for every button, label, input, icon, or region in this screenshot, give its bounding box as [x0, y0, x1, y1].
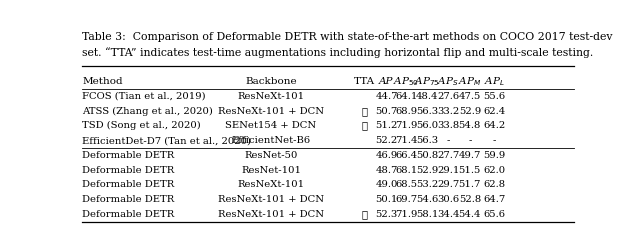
- Text: 29.1: 29.1: [437, 166, 460, 175]
- Text: Deformable DETR: Deformable DETR: [83, 166, 175, 175]
- Text: 64.1: 64.1: [395, 92, 417, 101]
- Text: 33.8: 33.8: [437, 121, 459, 130]
- Text: set. “TTA” indicates test-time augmentations including horizontal flip and multi: set. “TTA” indicates test-time augmentat…: [83, 47, 594, 58]
- Text: 33.2: 33.2: [437, 107, 459, 116]
- Text: 56.3: 56.3: [416, 107, 438, 116]
- Text: 71.9: 71.9: [395, 210, 417, 219]
- Text: EfficientDet-D7 (Tan et al., 2020): EfficientDet-D7 (Tan et al., 2020): [83, 136, 252, 145]
- Text: AP$_L$: AP$_L$: [484, 75, 505, 88]
- Text: ResNeXt-101 + DCN: ResNeXt-101 + DCN: [218, 107, 324, 116]
- Text: -: -: [492, 136, 496, 145]
- Text: 50.8: 50.8: [416, 151, 438, 160]
- Text: -: -: [446, 136, 450, 145]
- Text: 49.7: 49.7: [459, 151, 481, 160]
- Text: 52.8: 52.8: [459, 195, 481, 204]
- Text: ResNeXt-101 + DCN: ResNeXt-101 + DCN: [218, 195, 324, 204]
- Text: 62.4: 62.4: [483, 107, 506, 116]
- Text: 27.7: 27.7: [437, 151, 459, 160]
- Text: 68.5: 68.5: [396, 180, 417, 189]
- Text: 62.0: 62.0: [483, 166, 505, 175]
- Text: 69.7: 69.7: [396, 195, 417, 204]
- Text: 52.9: 52.9: [416, 166, 438, 175]
- Text: 71.4: 71.4: [395, 136, 418, 145]
- Text: AP$_M$: AP$_M$: [458, 75, 481, 88]
- Text: ✓: ✓: [361, 210, 367, 219]
- Text: ResNet-50: ResNet-50: [244, 151, 298, 160]
- Text: 71.9: 71.9: [395, 121, 417, 130]
- Text: 27.6: 27.6: [437, 92, 459, 101]
- Text: 66.4: 66.4: [396, 151, 417, 160]
- Text: 34.4: 34.4: [436, 210, 460, 219]
- Text: ✓: ✓: [361, 107, 367, 116]
- Text: -: -: [468, 136, 472, 145]
- Text: AP: AP: [380, 77, 394, 86]
- Text: 65.6: 65.6: [483, 210, 505, 219]
- Text: 54.8: 54.8: [459, 121, 481, 130]
- Text: Deformable DETR: Deformable DETR: [83, 195, 175, 204]
- Text: SENet154 + DCN: SENet154 + DCN: [225, 121, 317, 130]
- Text: 68.1: 68.1: [396, 166, 417, 175]
- Text: 47.5: 47.5: [459, 92, 481, 101]
- Text: ✓: ✓: [361, 121, 367, 130]
- Text: 44.7: 44.7: [375, 92, 398, 101]
- Text: 30.6: 30.6: [437, 195, 459, 204]
- Text: Table 3:  Comparison of Deformable DETR with state-of-the-art methods on COCO 20: Table 3: Comparison of Deformable DETR w…: [83, 32, 613, 42]
- Text: 62.8: 62.8: [483, 180, 505, 189]
- Text: Deformable DETR: Deformable DETR: [83, 210, 175, 219]
- Text: Method: Method: [83, 77, 123, 86]
- Text: TTA: TTA: [354, 77, 375, 86]
- Text: 49.0: 49.0: [375, 180, 397, 189]
- Text: Deformable DETR: Deformable DETR: [83, 151, 175, 160]
- Text: 59.9: 59.9: [483, 151, 506, 160]
- Text: AP$_{75}$: AP$_{75}$: [414, 75, 440, 88]
- Text: 52.9: 52.9: [459, 107, 481, 116]
- Text: 54.6: 54.6: [416, 195, 438, 204]
- Text: 51.2: 51.2: [375, 121, 397, 130]
- Text: ResNeXt-101: ResNeXt-101: [237, 92, 305, 101]
- Text: 51.5: 51.5: [459, 166, 481, 175]
- Text: 29.7: 29.7: [437, 180, 459, 189]
- Text: ResNeXt-101 + DCN: ResNeXt-101 + DCN: [218, 210, 324, 219]
- Text: 46.9: 46.9: [376, 151, 397, 160]
- Text: AP$_S$: AP$_S$: [437, 75, 459, 88]
- Text: EfficientNet-B6: EfficientNet-B6: [232, 136, 310, 145]
- Text: 48.4: 48.4: [416, 92, 438, 101]
- Text: Deformable DETR: Deformable DETR: [83, 180, 175, 189]
- Text: 68.9: 68.9: [396, 107, 417, 116]
- Text: 56.0: 56.0: [416, 121, 438, 130]
- Text: AP$_{50}$: AP$_{50}$: [394, 75, 419, 88]
- Text: 51.7: 51.7: [459, 180, 481, 189]
- Text: TSD (Song et al., 2020): TSD (Song et al., 2020): [83, 121, 201, 130]
- Text: 50.1: 50.1: [375, 195, 397, 204]
- Text: 56.3: 56.3: [416, 136, 438, 145]
- Text: FCOS (Tian et al., 2019): FCOS (Tian et al., 2019): [83, 92, 206, 101]
- Text: 55.6: 55.6: [483, 92, 505, 101]
- Text: 54.4: 54.4: [459, 210, 481, 219]
- Text: 48.7: 48.7: [375, 166, 397, 175]
- Text: 53.2: 53.2: [416, 180, 438, 189]
- Text: 52.2: 52.2: [376, 136, 397, 145]
- Text: ResNeXt-101: ResNeXt-101: [237, 180, 305, 189]
- Text: 58.1: 58.1: [416, 210, 438, 219]
- Text: ATSS (Zhang et al., 2020): ATSS (Zhang et al., 2020): [83, 107, 213, 116]
- Text: 50.7: 50.7: [376, 107, 397, 116]
- Text: 64.2: 64.2: [483, 121, 506, 130]
- Text: ResNet-101: ResNet-101: [241, 166, 301, 175]
- Text: 64.7: 64.7: [483, 195, 506, 204]
- Text: Backbone: Backbone: [245, 77, 297, 86]
- Text: 52.3: 52.3: [376, 210, 397, 219]
